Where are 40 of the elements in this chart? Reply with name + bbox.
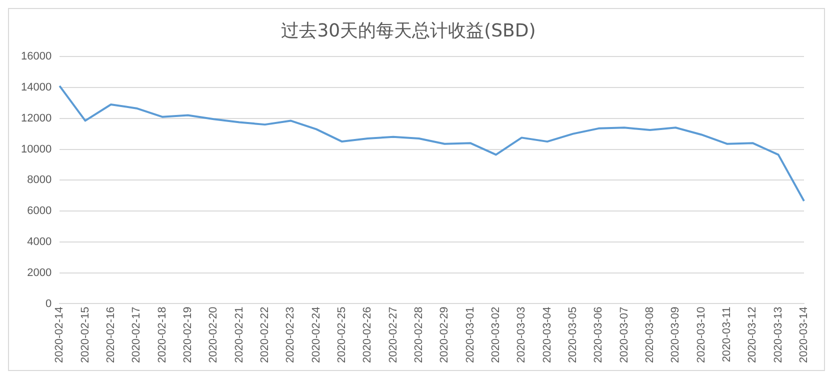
x-tick-label: 2020-02-21 xyxy=(233,306,246,364)
x-tick-label: 2020-03-05 xyxy=(567,306,580,364)
x-tick-label: 2020-02-26 xyxy=(362,306,374,364)
y-tick-label: 12000 xyxy=(20,112,52,124)
y-tick-label: 14000 xyxy=(20,82,52,94)
x-tick-label: 2020-02-19 xyxy=(182,306,194,364)
x-tick-label: 2020-03-10 xyxy=(695,306,708,364)
x-tick-label: 2020-03-09 xyxy=(670,306,682,364)
x-tick-label: 2020-02-25 xyxy=(336,306,348,364)
x-tick-label: 2020-03-07 xyxy=(618,306,630,364)
y-tick-label: 6000 xyxy=(27,205,52,218)
x-tick-label: 2020-03-03 xyxy=(516,306,528,364)
x-tick-label: 2020-02-20 xyxy=(208,306,220,364)
x-tick-label: 2020-02-18 xyxy=(156,306,168,364)
chart-title: 过去30天的每天总计收益(SBD) xyxy=(281,20,536,42)
y-tick-label: 16000 xyxy=(20,50,52,63)
x-tick-label: 2020-03-11 xyxy=(721,306,734,362)
y-tick-label: 0 xyxy=(45,298,52,310)
x-tick-label: 2020-03-02 xyxy=(490,306,502,364)
x-tick-label: 2020-02-28 xyxy=(412,306,425,364)
x-tick-label: 2020-03-13 xyxy=(772,306,784,364)
x-tick-label: 2020-02-24 xyxy=(310,306,322,364)
x-tick-label: 2020-02-14 xyxy=(54,306,66,364)
y-tick-label: 8000 xyxy=(27,174,52,186)
x-tick-label: 2020-02-16 xyxy=(104,306,117,364)
y-tick-label: 10000 xyxy=(20,143,52,156)
x-tick-label: 2020-02-27 xyxy=(387,306,400,364)
x-tick-label: 2020-03-08 xyxy=(644,306,656,364)
x-tick-label: 2020-02-29 xyxy=(438,306,451,364)
x-tick-label: 2020-02-17 xyxy=(130,306,143,364)
y-tick-label: 4000 xyxy=(27,236,52,248)
x-tick-label: 2020-02-15 xyxy=(79,306,92,364)
x-tick-label: 2020-03-04 xyxy=(541,306,554,364)
x-tick-label: 2020-02-22 xyxy=(258,306,271,364)
x-tick-label: 2020-03-14 xyxy=(798,306,810,364)
x-tick-label: 2020-03-06 xyxy=(592,306,605,364)
x-tick-label: 2020-02-23 xyxy=(284,306,297,364)
y-tick-label: 2000 xyxy=(27,266,52,279)
x-tick-label: 2020-03-12 xyxy=(746,306,759,364)
x-tick-label: 2020-03-01 xyxy=(464,306,476,364)
